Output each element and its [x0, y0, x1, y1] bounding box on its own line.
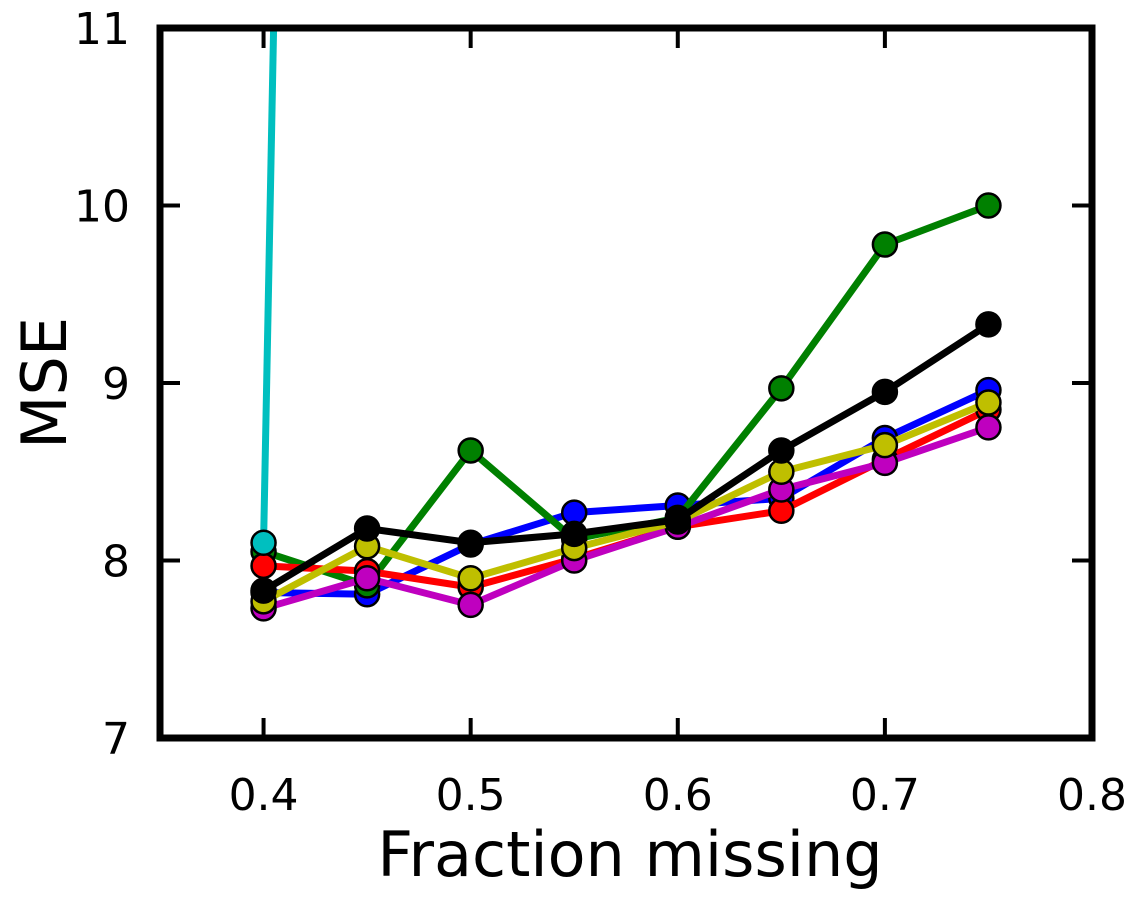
y-tick-label: 8	[102, 537, 130, 588]
data-point	[250, 529, 277, 556]
data-point	[768, 375, 795, 402]
data-point	[871, 431, 899, 459]
x-tick-label: 0.4	[229, 770, 299, 821]
y-tick-label: 11	[74, 4, 130, 55]
data-point	[353, 515, 381, 542]
y-tick-label: 9	[102, 359, 130, 410]
plot-frame	[156, 24, 1096, 742]
y-tick-label: 7	[102, 714, 130, 765]
data-point	[250, 552, 277, 580]
data-point	[457, 437, 484, 464]
data-point	[457, 565, 484, 592]
series-line	[260, 28, 278, 543]
data-point	[457, 529, 484, 556]
x-tick-label: 0.8	[1057, 770, 1127, 821]
data-point	[871, 231, 899, 258]
data-point	[871, 378, 899, 406]
y-tick-label: 10	[74, 182, 130, 233]
data-point	[353, 565, 381, 592]
plot-area	[250, 28, 1002, 622]
series-line	[261, 399, 990, 605]
data-point	[975, 389, 1002, 416]
series-line	[261, 321, 991, 594]
data-point	[975, 414, 1002, 441]
data-point	[560, 520, 588, 548]
x-tick-label: 0.7	[850, 770, 920, 821]
x-tick-label: 0.6	[643, 770, 713, 821]
series-line	[262, 424, 990, 612]
x-axis-label: Fraction missing	[377, 818, 882, 891]
data-point	[457, 591, 484, 619]
data-point	[250, 577, 277, 604]
data-point	[975, 192, 1002, 219]
x-tick-label: 0.5	[436, 770, 506, 821]
y-axis-label: MSE	[8, 317, 81, 449]
data-point	[664, 506, 692, 533]
data-point	[768, 437, 795, 464]
data-point	[975, 311, 1002, 338]
